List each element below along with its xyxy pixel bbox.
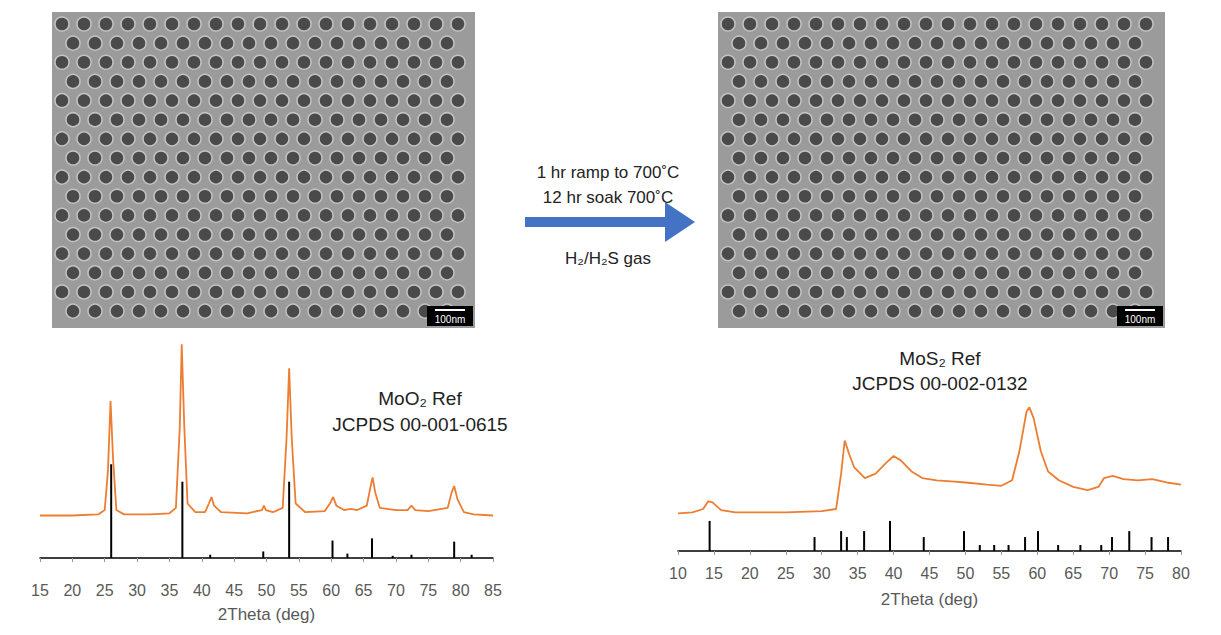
svg-text:80: 80 xyxy=(452,582,470,599)
svg-text:JCPDS 00-002-0132: JCPDS 00-002-0132 xyxy=(852,373,1027,394)
svg-text:15: 15 xyxy=(31,582,49,599)
svg-text:MoO₂ Ref: MoO₂ Ref xyxy=(378,388,462,409)
svg-text:25: 25 xyxy=(96,582,114,599)
svg-text:35: 35 xyxy=(161,582,179,599)
svg-text:55: 55 xyxy=(992,565,1010,582)
svg-text:55: 55 xyxy=(290,582,308,599)
svg-text:100nm: 100nm xyxy=(435,314,466,325)
svg-text:20: 20 xyxy=(741,565,759,582)
svg-text:100nm: 100nm xyxy=(1125,314,1156,325)
svg-text:60: 60 xyxy=(1028,565,1046,582)
svg-text:75: 75 xyxy=(419,582,437,599)
svg-text:30: 30 xyxy=(813,565,831,582)
svg-text:MoS₂ Ref: MoS₂ Ref xyxy=(899,348,981,369)
svg-text:12 hr soak 700˚C: 12 hr soak 700˚C xyxy=(543,188,673,207)
svg-text:50: 50 xyxy=(258,582,276,599)
svg-text:H₂/H₂S gas: H₂/H₂S gas xyxy=(565,249,651,268)
svg-text:2Theta (deg): 2Theta (deg) xyxy=(218,605,315,624)
svg-text:JCPDS 00-001-0615: JCPDS 00-001-0615 xyxy=(332,414,507,435)
svg-text:2Theta (deg): 2Theta (deg) xyxy=(881,590,978,609)
svg-text:30: 30 xyxy=(128,582,146,599)
svg-text:1 hr ramp to 700˚C: 1 hr ramp to 700˚C xyxy=(537,163,680,182)
svg-text:40: 40 xyxy=(193,582,211,599)
svg-text:65: 65 xyxy=(1064,565,1082,582)
svg-text:45: 45 xyxy=(225,582,243,599)
svg-text:85: 85 xyxy=(484,582,502,599)
svg-text:70: 70 xyxy=(1100,565,1118,582)
svg-text:75: 75 xyxy=(1136,565,1154,582)
svg-text:60: 60 xyxy=(322,582,340,599)
svg-text:45: 45 xyxy=(921,565,939,582)
svg-text:40: 40 xyxy=(885,565,903,582)
svg-text:80: 80 xyxy=(1172,565,1190,582)
svg-text:25: 25 xyxy=(777,565,795,582)
svg-text:35: 35 xyxy=(849,565,867,582)
svg-text:50: 50 xyxy=(957,565,975,582)
svg-text:10: 10 xyxy=(669,565,687,582)
svg-text:15: 15 xyxy=(705,565,723,582)
svg-text:20: 20 xyxy=(63,582,81,599)
svg-text:70: 70 xyxy=(387,582,405,599)
svg-text:65: 65 xyxy=(355,582,373,599)
